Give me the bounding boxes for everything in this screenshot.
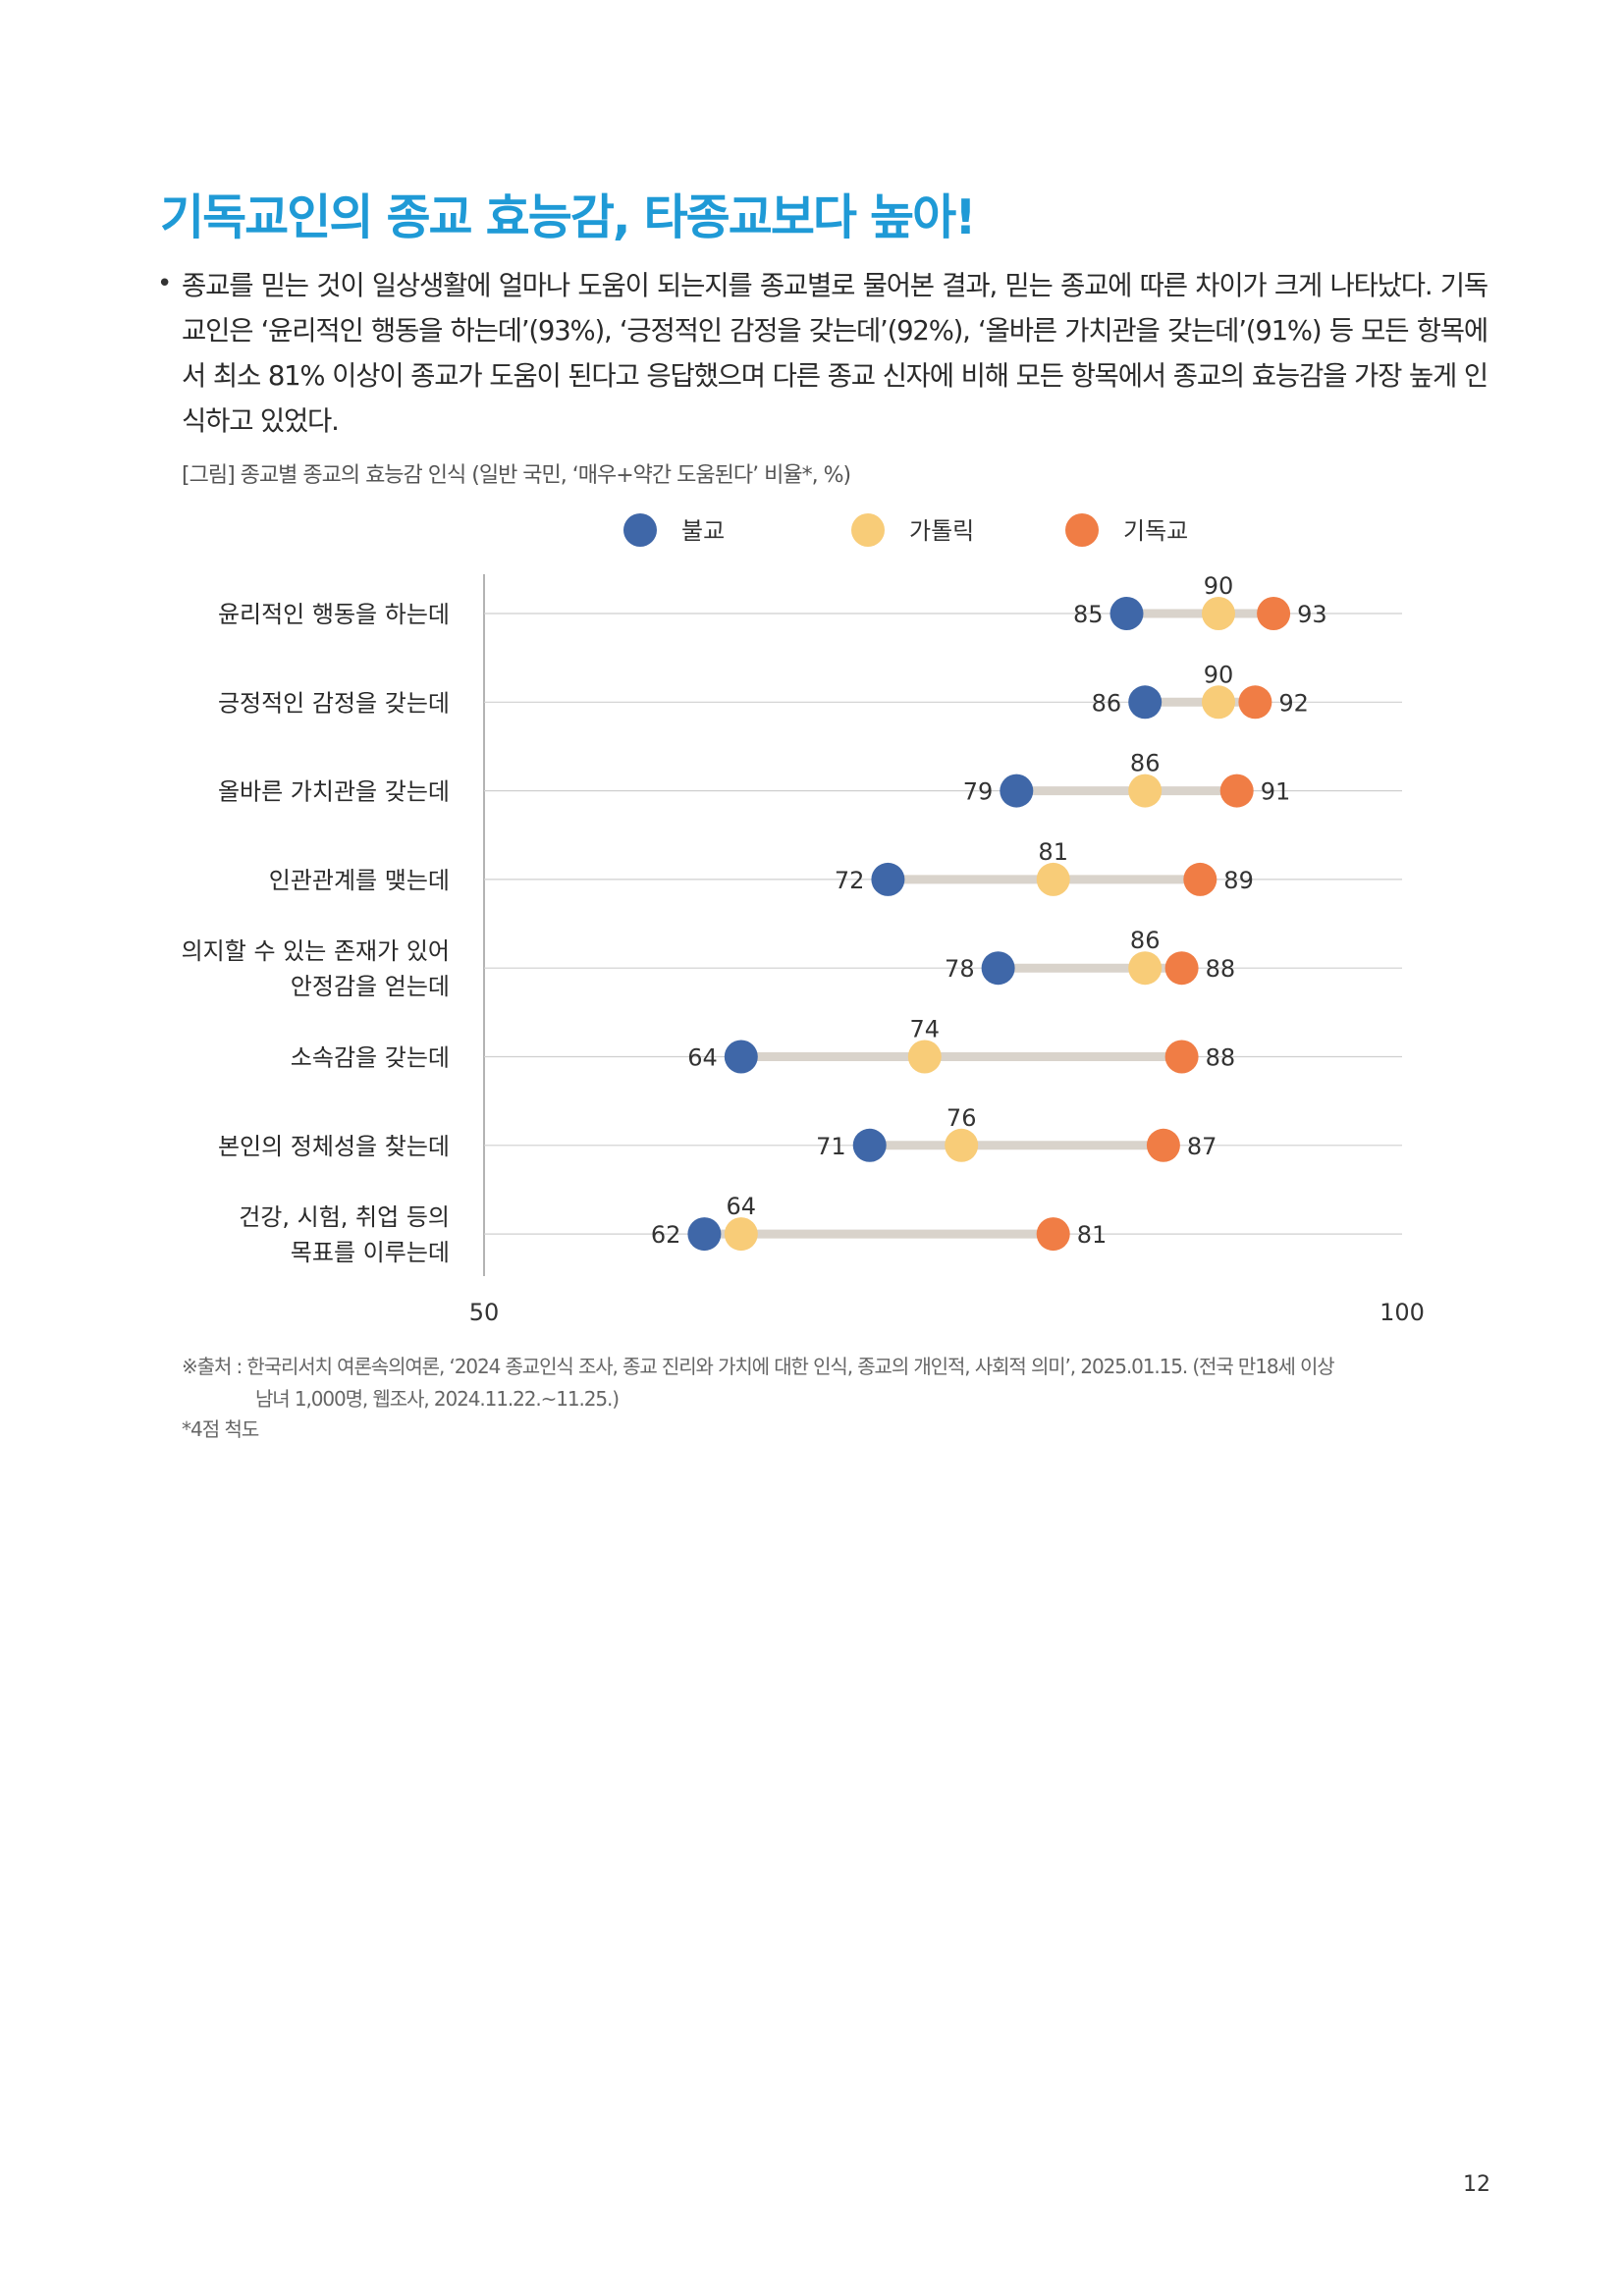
- data-point: [871, 862, 905, 896]
- source-note-line-1: ※출처 : 한국리서치 여론속의여론, ‘2024 종교인식 조사, 종교 진리…: [182, 1355, 1335, 1378]
- data-point: [1257, 597, 1291, 630]
- data-point: [1109, 597, 1144, 630]
- data-point: [687, 1217, 722, 1252]
- data-point: [1036, 862, 1070, 896]
- figure-caption: [그림] 종교별 종교의 효능감 인식 (일반 국민, ‘매우+약간 도움된다’…: [182, 463, 851, 488]
- bullet-marker: •: [157, 269, 173, 298]
- data-point: [1128, 685, 1163, 720]
- legend-label: 불교: [681, 517, 725, 545]
- page-headline: 기독교인의 종교 효능감, 타종교보다 높아!: [160, 189, 977, 245]
- data-point: [945, 1128, 979, 1162]
- data-label: 92: [1278, 689, 1309, 717]
- data-label: 93: [1297, 601, 1327, 628]
- data-label: 88: [1206, 955, 1236, 983]
- category-label: 목표를 이루는데: [291, 1239, 450, 1266]
- data-label: 87: [1187, 1133, 1217, 1160]
- data-label: 86: [1092, 689, 1122, 717]
- x-tick-label: 100: [1380, 1299, 1425, 1326]
- data-point: [1128, 774, 1163, 808]
- category-label: 인관관계를 맺는데: [269, 867, 450, 894]
- data-point: [1183, 862, 1217, 896]
- data-point: [907, 1040, 942, 1074]
- data-label: 64: [687, 1044, 718, 1072]
- data-point: [1202, 685, 1235, 720]
- summary-text: 종교를 믿는 것이 일상생활에 얼마나 도움이 되는지를 종교별로 물어본 결과…: [182, 270, 1488, 437]
- data-label: 64: [727, 1193, 757, 1220]
- data-label: 85: [1073, 601, 1104, 628]
- category-label: 윤리적인 행동을 하는데: [218, 601, 450, 628]
- data-point: [724, 1040, 758, 1074]
- source-note: ※출처 : 한국리서치 여론속의여론, ‘2024 종교인식 조사, 종교 진리…: [182, 1351, 1448, 1415]
- scale-note: *4점 척도: [182, 1417, 259, 1441]
- data-label: 89: [1223, 867, 1254, 894]
- x-tick-label: 50: [469, 1299, 500, 1326]
- category-label: 소속감을 갖는데: [291, 1044, 450, 1072]
- legend-label: 가톨릭: [909, 517, 974, 545]
- data-label: 72: [835, 867, 865, 894]
- category-label: 건강, 시험, 취업 등의: [239, 1203, 450, 1231]
- data-label: 71: [816, 1133, 846, 1160]
- source-note-line-2: 남녀 1,000명, 웹조사, 2024.11.22.~11.25.): [255, 1387, 620, 1411]
- data-label: 81: [1038, 838, 1068, 866]
- data-label: 86: [1130, 750, 1161, 777]
- page-number: 12: [1463, 2172, 1490, 2197]
- data-label: 74: [910, 1016, 941, 1043]
- data-label: 76: [947, 1104, 977, 1132]
- legend-marker: [1065, 513, 1099, 547]
- data-point: [1164, 951, 1199, 986]
- data-label: 62: [651, 1221, 681, 1249]
- data-point: [1128, 951, 1163, 986]
- legend-marker: [851, 513, 885, 547]
- data-label: 86: [1130, 927, 1161, 954]
- data-label: 90: [1204, 661, 1234, 688]
- data-point: [1202, 597, 1235, 630]
- data-point: [1219, 774, 1254, 808]
- data-label: 81: [1077, 1221, 1108, 1249]
- category-label: 의지할 수 있는 존재가 있어: [182, 937, 450, 965]
- category-label: 올바른 가치관을 갖는데: [218, 778, 450, 806]
- data-point: [852, 1128, 887, 1162]
- category-label: 본인의 정체성을 찾는데: [218, 1133, 450, 1160]
- data-point: [1238, 685, 1272, 720]
- data-label: 88: [1206, 1044, 1236, 1072]
- data-point: [1036, 1217, 1070, 1252]
- legend-marker: [623, 513, 657, 547]
- data-point: [1000, 774, 1034, 808]
- data-point: [1164, 1040, 1199, 1074]
- data-point: [1146, 1128, 1180, 1162]
- data-label: 78: [945, 955, 975, 983]
- data-label: 79: [963, 778, 994, 806]
- data-point: [724, 1217, 758, 1252]
- category-label: 긍정적인 감정을 갖는데: [218, 689, 450, 717]
- data-label: 91: [1261, 778, 1291, 806]
- legend-label: 기독교: [1123, 517, 1188, 545]
- data-point: [981, 951, 1015, 986]
- data-label: 90: [1204, 572, 1234, 600]
- category-label: 안정감을 얻는데: [291, 973, 450, 1000]
